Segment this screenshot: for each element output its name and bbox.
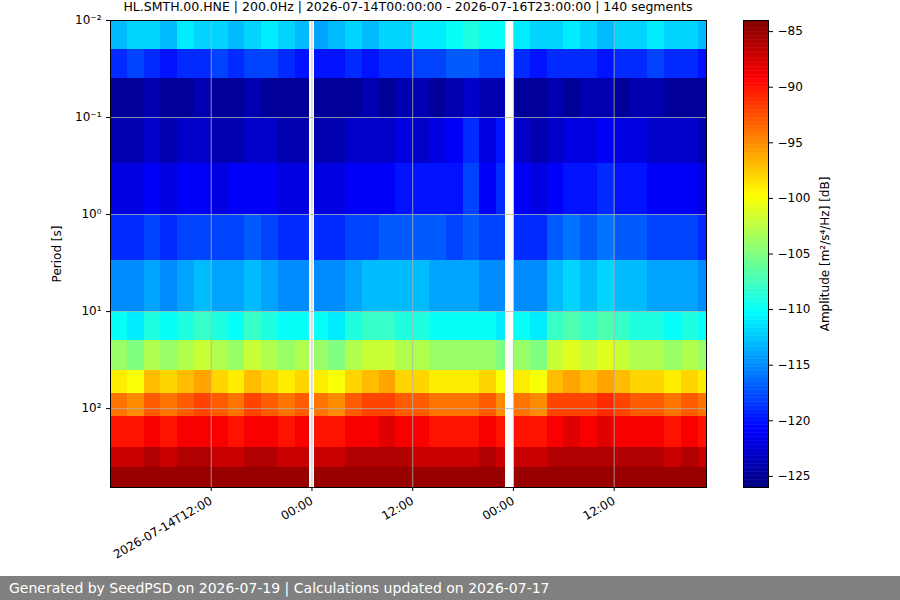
svg-text:00:00: 00:00 <box>480 494 517 523</box>
svg-text:−90: −90 <box>778 80 803 94</box>
html-text:HL.SMTH.00.HNE | 200.0Hz | 202: HL.SMTH.00.HNE | 200.0Hz | 2026-07-14T00… <box>123 0 693 14</box>
svg-text:−85: −85 <box>778 24 803 38</box>
svg-text:−95: −95 <box>778 136 803 150</box>
svg-text:12:00: 12:00 <box>581 494 618 523</box>
svg-text:2026-07-14T12:00: 2026-07-14T12:00 <box>111 494 215 562</box>
svg-text:10¹: 10¹ <box>81 304 101 318</box>
svg-text:10²: 10² <box>81 401 101 415</box>
svg-text:Period [s]: Period [s] <box>50 226 64 283</box>
svg-text:Amplitude [m²/s⁴/Hz] [dB]: Amplitude [m²/s⁴/Hz] [dB] <box>818 177 832 332</box>
svg-text:10⁻¹: 10⁻¹ <box>75 110 102 124</box>
svg-text:10⁰: 10⁰ <box>81 207 101 221</box>
svg-text:12:00: 12:00 <box>379 494 416 523</box>
svg-text:−120: −120 <box>778 414 811 428</box>
svg-text:−125: −125 <box>778 469 811 483</box>
svg-text:−115: −115 <box>778 358 811 372</box>
svg-text:10⁻²: 10⁻² <box>75 13 102 27</box>
svg-text:00:00: 00:00 <box>278 494 315 523</box>
svg-text:−100: −100 <box>778 191 811 205</box>
html-text:Generated by SeedPSD on 2026-0: Generated by SeedPSD on 2026-07-19 | Cal… <box>9 580 550 596</box>
svg-text:−105: −105 <box>778 247 811 261</box>
svg-text:−110: −110 <box>778 302 811 316</box>
